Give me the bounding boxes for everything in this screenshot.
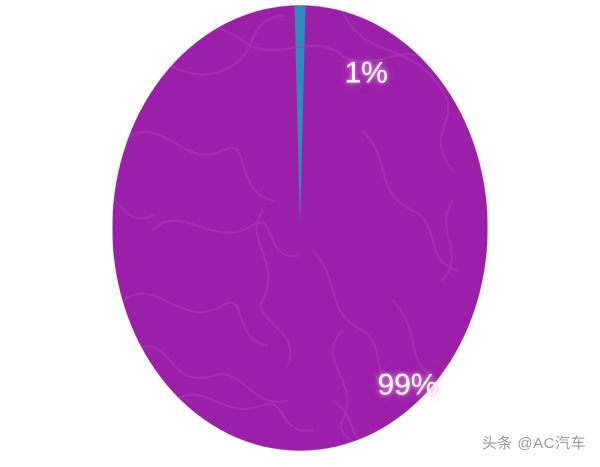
watermark-text: 头条 @AC汽车 <box>482 432 586 453</box>
pie-chart-container: 1% 99% <box>113 1 488 456</box>
pie-chart-svg <box>113 1 488 456</box>
pie-chart-screenshot: 1% 99% 头条 @AC汽车 <box>0 0 600 467</box>
